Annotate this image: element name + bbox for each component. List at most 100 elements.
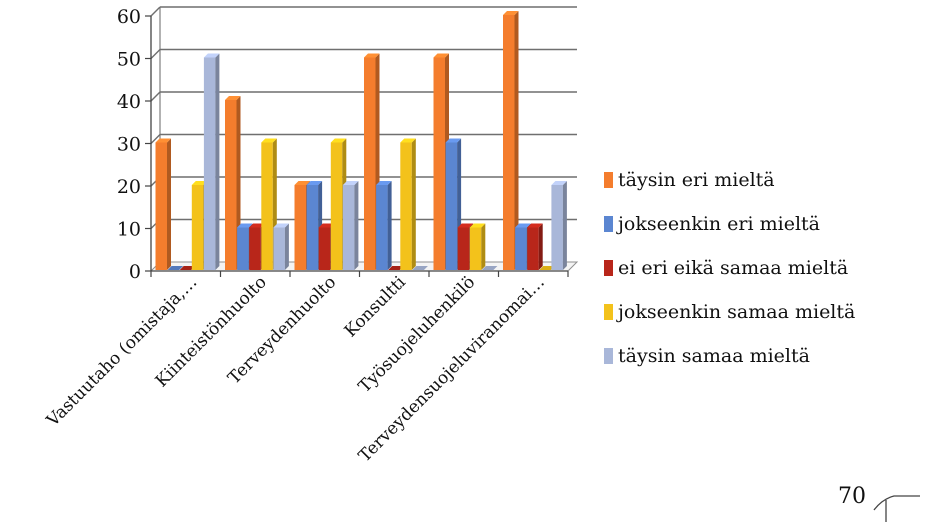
bar-front [249,227,261,270]
legend-swatch [604,216,613,232]
bar [527,223,543,270]
bar [167,266,184,270]
y-tick-label: 10 [117,219,141,241]
bar-top [503,11,519,15]
y-tick-label: 60 [117,6,141,28]
bar [273,223,289,270]
bar [551,181,567,270]
bar-front [237,227,249,270]
legend-item: jokseenkin samaa mieltä [604,290,855,334]
bar-side [215,53,220,270]
bar-top [203,53,220,58]
bar [376,181,392,270]
bar-top [457,223,474,228]
bar-top [364,53,380,58]
bar-front [551,185,563,270]
bar-front [155,142,167,270]
bar-zero [412,266,428,270]
bar-top [249,223,265,228]
legend-item: täysin eri mieltä [604,158,855,202]
legend-swatch [604,348,613,364]
legend-label: täysin samaa mieltä [618,345,810,367]
bar-zero [179,266,196,270]
bar-front [318,227,331,270]
bar-front [261,142,273,270]
bar [412,266,428,270]
gridline-side [150,91,161,102]
bar-front [445,142,458,270]
gridline-side [150,6,161,17]
axes [145,15,569,277]
bar-front [503,15,515,270]
bar [342,181,359,270]
bar-front [330,142,343,270]
bar-front [376,185,388,270]
y-tick-label: 40 [117,91,141,113]
legend-item: täysin samaa mieltä [604,334,855,378]
bar [179,266,196,270]
y-tick-label: 50 [117,49,141,71]
bar-zero [388,266,404,270]
bar-top [469,223,486,228]
bars [155,11,567,270]
bar-top [551,181,567,185]
page-number: 70 [838,484,866,509]
bar-front [469,227,482,270]
gridline-side [150,134,161,144]
bar-front [364,57,376,270]
bar-top [400,138,416,143]
bar-front [225,100,237,270]
bar-side [411,138,416,270]
bar-top [237,223,253,228]
bar [469,223,486,270]
bar [503,11,519,270]
bar [203,53,220,270]
bar-zero [167,266,184,270]
legend-item: jokseenkin eri mieltä [604,202,855,246]
bar-top [330,138,347,143]
x-category-label: Työsuojeluhenkilö [355,272,480,397]
gridline-side [150,49,161,59]
bar-front [203,57,216,270]
bar-side [514,11,519,270]
bar-top [306,181,323,185]
bar-top [225,96,241,100]
bar [400,138,416,270]
y-tick-label: 30 [117,134,141,156]
bar-side [354,181,359,270]
legend-swatch [604,304,613,320]
legend-swatch [604,260,613,276]
bar [388,266,404,270]
bar-side [167,138,171,270]
bar-front [515,227,527,270]
legend-label: jokseenkin eri mieltä [618,213,821,235]
bar-side [284,223,289,270]
bar-top [515,223,531,228]
bar-front [306,185,319,270]
bar-top [155,138,171,143]
bar-front [191,185,204,270]
bar-side [387,181,392,270]
bar-top [191,181,208,185]
legend-item: ei eri eikä samaa mieltä [604,246,855,290]
y-tick-label: 20 [117,176,141,198]
bar [539,266,555,270]
bar-top [261,138,277,143]
bar-zero [539,266,555,270]
bar-front [457,227,470,270]
bar-side [562,181,567,270]
bar-front [342,185,355,270]
bar [481,266,498,270]
bar-front [400,142,412,270]
bar-side [481,223,486,270]
bar-top [445,138,462,143]
y-tick-label: 0 [129,261,141,283]
bar-front [433,57,445,270]
x-category-label: Konsultti [341,272,410,341]
bar-top [376,181,392,185]
bar-zero [481,266,498,270]
legend-swatch [604,172,613,188]
bar-front [273,227,285,270]
legend-label: ei eri eikä samaa mieltä [618,257,849,279]
